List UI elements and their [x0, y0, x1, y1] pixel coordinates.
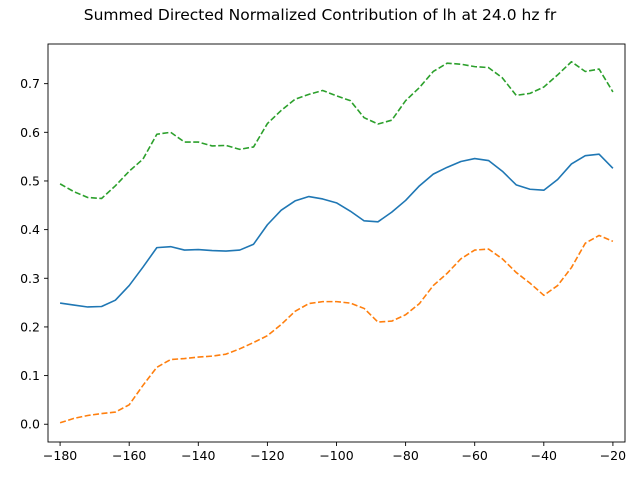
y-tick-label: 0.5	[20, 173, 40, 188]
chart-title: Summed Directed Normalized Contribution …	[83, 6, 557, 24]
x-tick-label: −20	[600, 448, 626, 463]
series-line-2	[59, 234, 614, 424]
x-tick-label: −100	[319, 448, 353, 463]
y-tick-label: 0.4	[20, 222, 40, 237]
y-tick-label: 0.2	[20, 319, 40, 334]
x-tick-label: −140	[181, 448, 215, 463]
x-tick-label: −60	[462, 448, 488, 463]
plot-frame	[47, 43, 626, 443]
y-tick-label: 0.7	[20, 76, 40, 91]
y-tick-label: 0.3	[20, 271, 40, 286]
y-tick-label: 0.0	[20, 417, 40, 432]
series-layer	[59, 60, 614, 424]
x-tick-label: −160	[112, 448, 146, 463]
x-tick-label: −180	[43, 448, 77, 463]
series-line-3	[59, 60, 614, 200]
x-tick-label: −40	[531, 448, 557, 463]
y-tick-label: 0.1	[20, 368, 40, 383]
series-line-1	[59, 153, 614, 308]
x-tick-label: −120	[250, 448, 284, 463]
y-tick-label: 0.6	[20, 125, 40, 140]
x-tick-label: −80	[392, 448, 418, 463]
axes-layer: −180 −160 −140 −120 −100 −80 −60 −40 −20 0.0 0.1 0.…	[20, 43, 626, 463]
